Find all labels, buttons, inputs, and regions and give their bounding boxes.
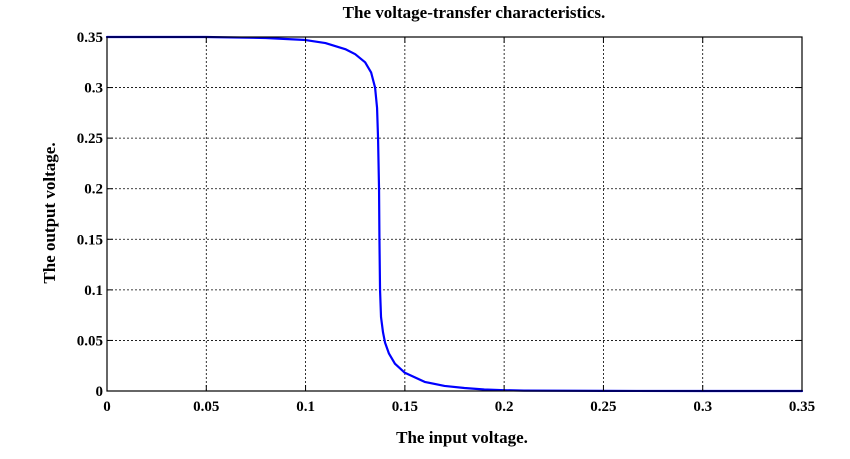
series-layer xyxy=(105,35,804,393)
y-tick-label: 0.1 xyxy=(84,283,103,299)
x-axis-title: The input voltage. xyxy=(396,428,528,447)
y-tick-label: 0.2 xyxy=(84,182,103,198)
grid-lines xyxy=(107,37,802,391)
x-tick-label: 0.25 xyxy=(590,399,616,415)
series-line xyxy=(105,35,804,393)
y-tick-label: 0.25 xyxy=(77,131,103,147)
x-tick-label: 0.1 xyxy=(296,399,315,415)
x-tick-label: 0.05 xyxy=(193,399,219,415)
y-tick-label: 0.15 xyxy=(77,232,103,248)
plot-frame xyxy=(106,36,803,392)
chart-title: The voltage-transfer characteristics. xyxy=(343,3,606,22)
x-tick-label: 0.15 xyxy=(392,399,418,415)
y-axis-title: The output voltage. xyxy=(40,142,59,283)
x-tick-label: 0.35 xyxy=(789,399,815,415)
y-tick-label: 0.35 xyxy=(77,30,103,46)
y-tick-label: 0 xyxy=(96,384,104,400)
y-tick-labels: 0 0.05 0.1 0.15 0.2 0.25 0.3 0.35 xyxy=(77,30,103,400)
x-tick-label: 0.2 xyxy=(495,399,514,415)
x-tick-labels: 0 0.05 0.1 0.15 0.2 0.25 0.3 0.35 xyxy=(103,399,815,415)
x-tick-label: 0 xyxy=(103,399,111,415)
x-tick-label: 0.3 xyxy=(693,399,712,415)
y-tick-label: 0.05 xyxy=(77,333,103,349)
axis-ticks xyxy=(106,36,803,392)
y-tick-label: 0.3 xyxy=(84,81,103,97)
